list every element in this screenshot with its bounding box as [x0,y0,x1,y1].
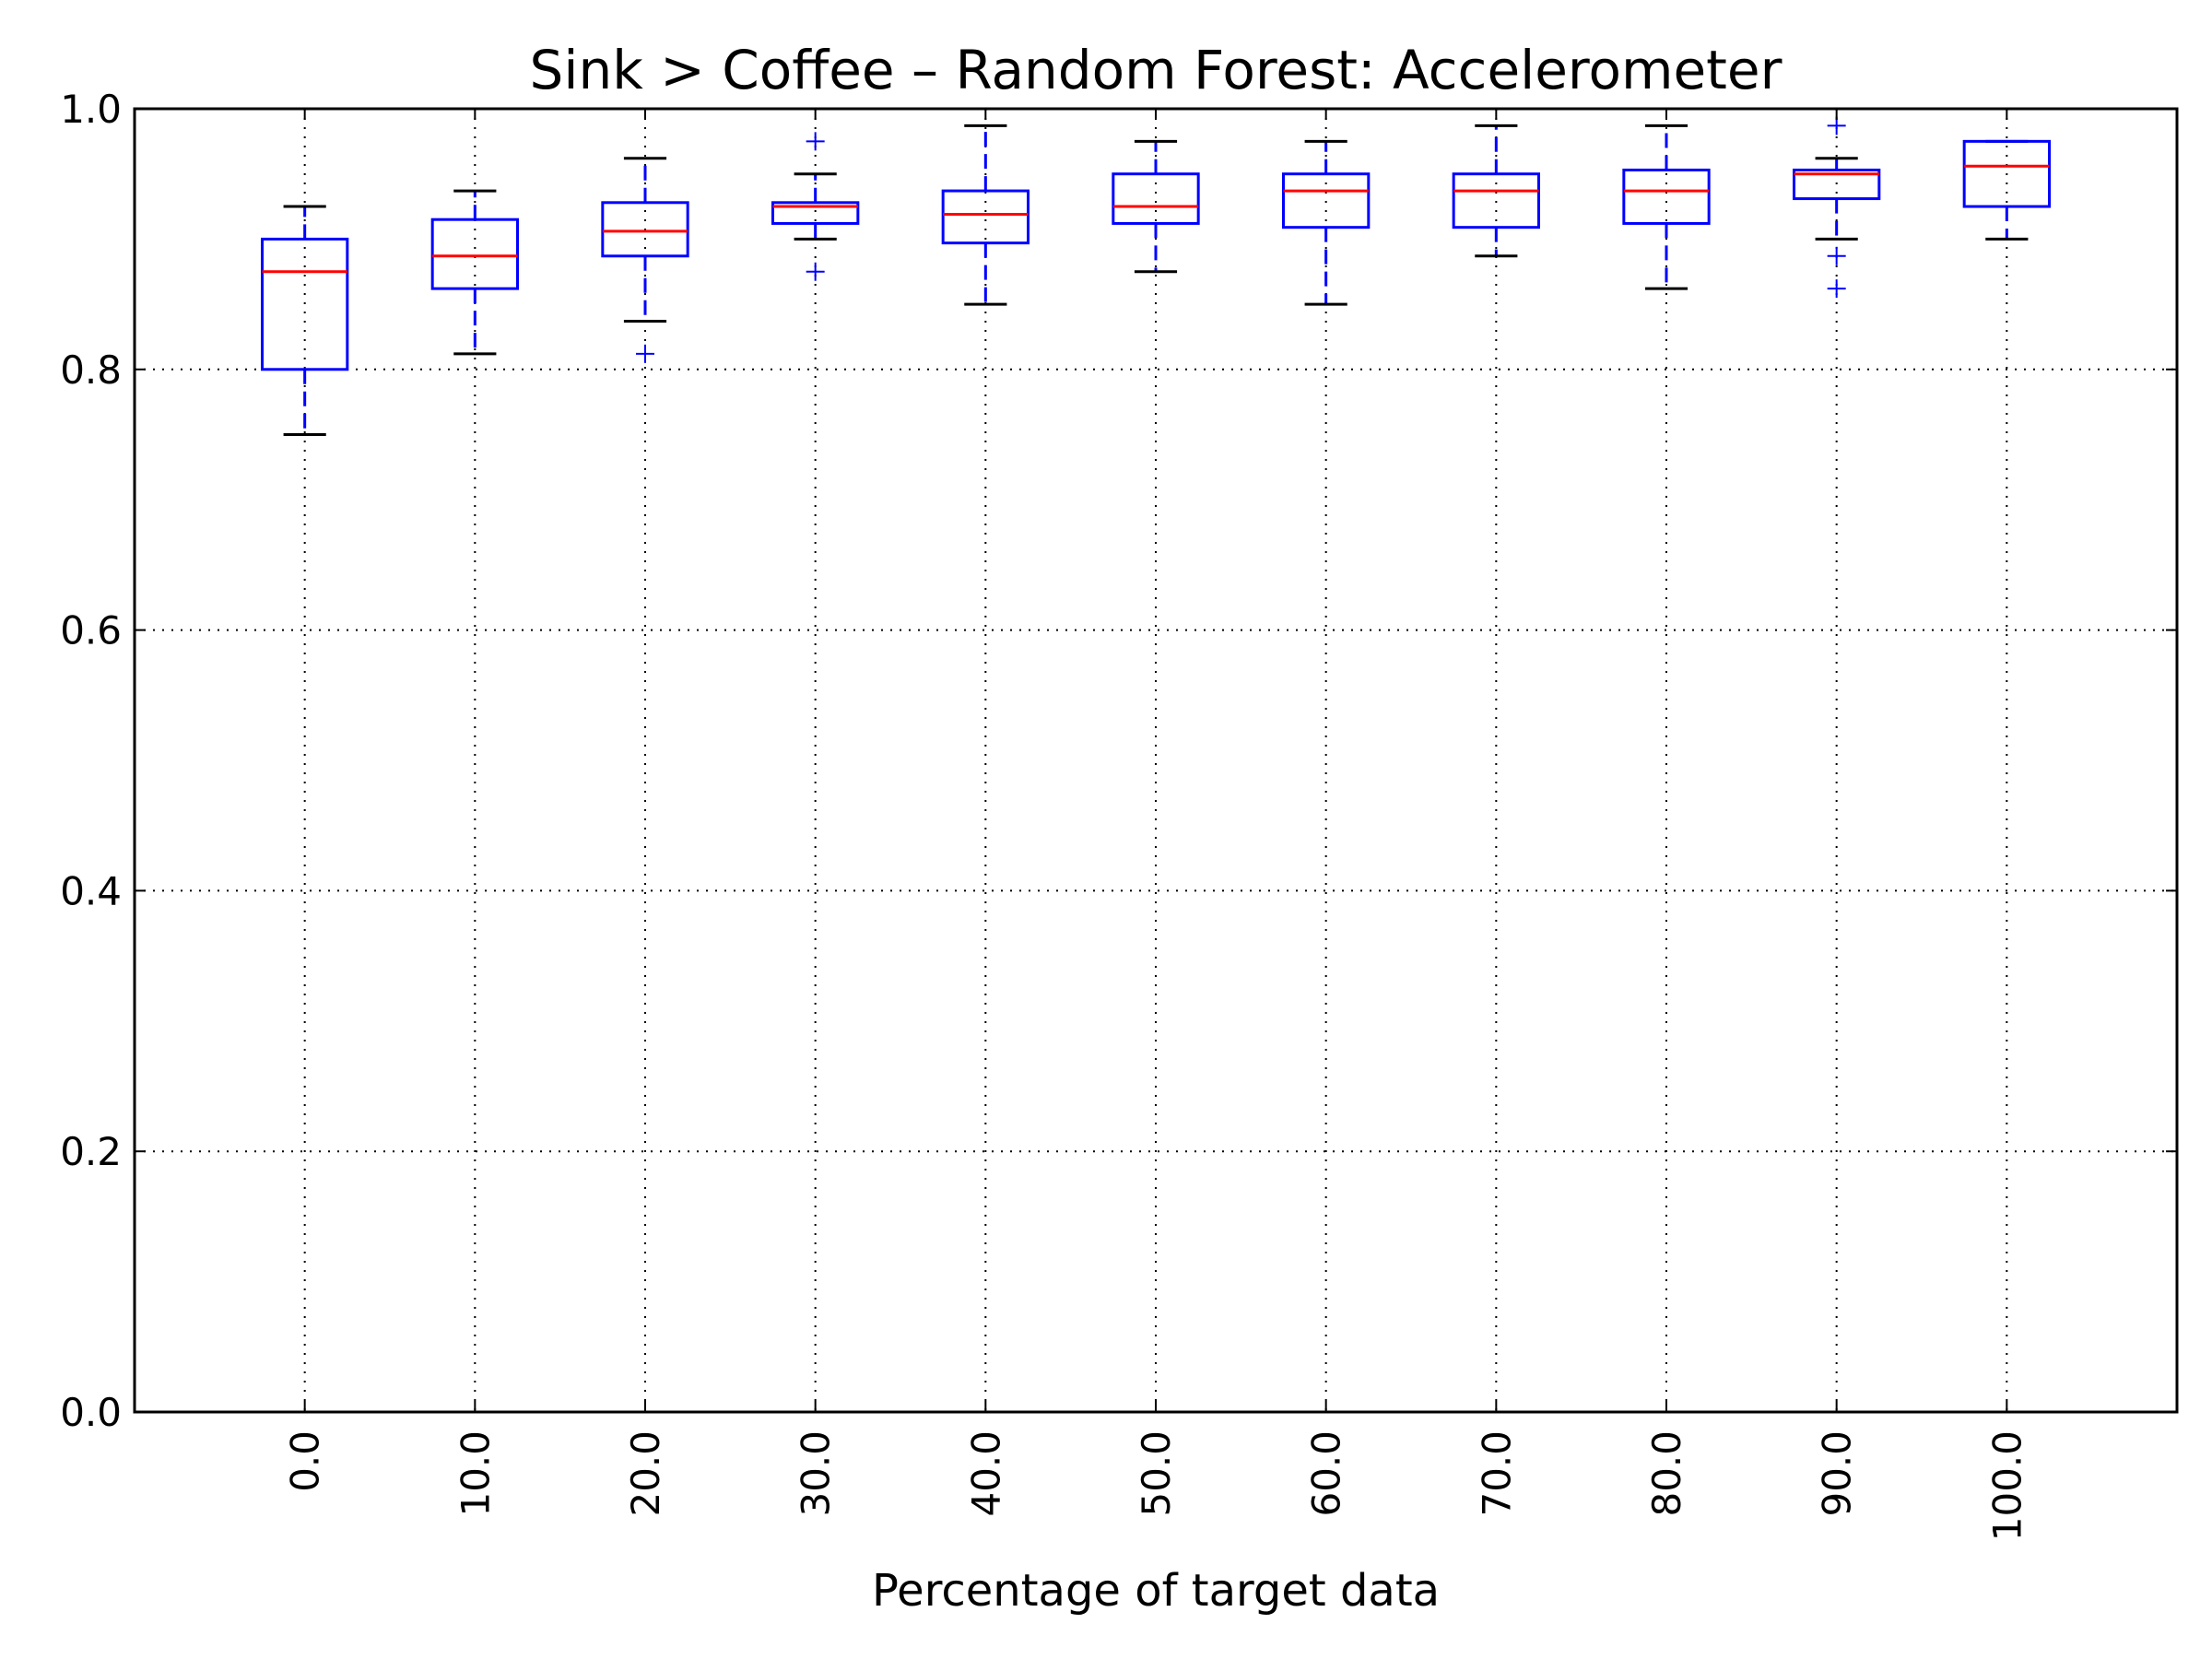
box-90.0 [1793,116,1881,299]
box-iqr [1622,168,1711,225]
y-tick-label: 1.0 [60,87,122,132]
flier-point [1827,246,1846,265]
flier-point [636,344,654,363]
grid-lines [135,108,2177,1413]
x-tick-label: 70.0 [1474,1430,1519,1517]
y-tick-label: 0.0 [60,1390,122,1435]
x-tick-label: 0.0 [283,1430,328,1492]
box-80.0 [1622,124,1711,290]
x-tick-label: 30.0 [794,1430,839,1517]
x-tick-label: 10.0 [453,1430,498,1517]
box-50.0 [1112,139,1200,274]
x-axis-label: Percentage of target data [872,1565,1440,1617]
x-tick-label: 60.0 [1304,1430,1349,1517]
y-tick-label: 0.6 [60,608,122,653]
y-tick-label: 0.2 [60,1129,122,1174]
box-0.0 [261,205,349,436]
box-70.0 [1452,124,1540,258]
box-60.0 [1282,139,1371,306]
x-tick-label: 20.0 [623,1430,668,1517]
x-tick-label: 40.0 [963,1430,1008,1517]
box-20.0 [601,157,689,363]
box-40.0 [941,124,1030,306]
box-iqr [261,237,349,371]
flier-point [806,262,825,281]
box-iqr [1793,168,1881,201]
flier-point [1827,279,1846,299]
box-100.0 [1962,139,2052,241]
box-iqr [1962,139,2052,208]
axis-ticks: 0.0 0.2 0.4 0.6 0.8 1.0 0.0 10.0 20.0 30.0 40.0 50.… [60,87,2177,1541]
x-tick-label: 90.0 [1815,1430,1860,1517]
box-iqr [1282,172,1371,229]
chart-title: Sink > Coffee – Random Forest: Accelerom… [530,39,1783,101]
box-iqr [771,201,860,225]
y-tick-label: 0.8 [60,347,122,393]
box-iqr [1452,172,1540,229]
box-iqr [601,201,689,258]
y-tick-label: 0.4 [60,868,122,913]
x-tick-label: 80.0 [1644,1430,1689,1517]
box-30.0 [771,132,860,281]
box-10.0 [430,189,519,356]
box-iqr [941,189,1030,245]
x-tick-label: 100.0 [1984,1430,2030,1541]
box-iqr [1112,172,1200,225]
flier-point [806,132,825,151]
x-tick-label: 50.0 [1134,1430,1179,1517]
boxes-group [261,116,2052,436]
box-iqr [430,218,519,290]
